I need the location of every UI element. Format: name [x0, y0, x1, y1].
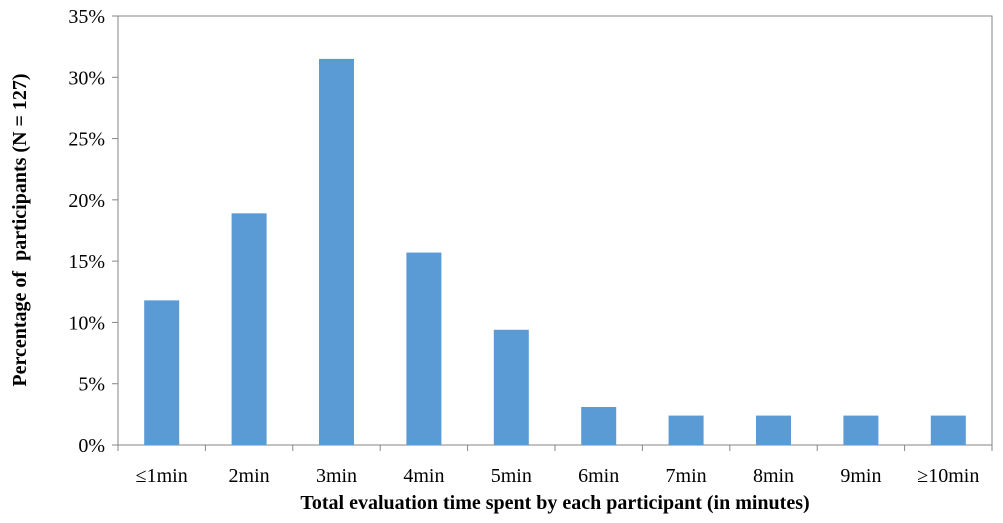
x-tick-label: 3min — [316, 465, 357, 487]
bars-group — [144, 58, 966, 446]
x-tick-label: 8min — [753, 465, 794, 487]
y-tick-label: 5% — [78, 374, 105, 396]
x-tick-label: 2min — [229, 465, 270, 487]
y-tick-label: 35% — [68, 6, 105, 28]
y-tick-label: 20% — [68, 190, 105, 212]
x-tick-label: 6min — [578, 465, 619, 487]
x-tick-label: 4min — [403, 465, 444, 487]
x-tick-label: 9min — [840, 465, 881, 487]
bar — [406, 252, 442, 445]
y-tick-label: 30% — [68, 67, 105, 89]
bar — [231, 213, 267, 445]
x-tick-label: ≤1min — [136, 465, 188, 487]
y-axis-title: Percentage of participants (N = 127) — [9, 73, 31, 386]
y-tick-label: 15% — [68, 251, 105, 273]
bar — [144, 300, 180, 445]
x-tick-label: ≥10min — [917, 465, 979, 487]
x-axis — [117, 445, 993, 451]
x-tick-labels: ≤1min 2min 3min 4min 5min 6min 7min 8min 9min ≥10… — [136, 465, 980, 487]
x-tick-label: 7min — [666, 465, 707, 487]
bar — [319, 58, 354, 446]
y-tick-label: 10% — [68, 312, 105, 334]
bar — [493, 329, 529, 445]
bar — [843, 415, 879, 445]
bar — [581, 407, 617, 445]
y-tick-label: 25% — [68, 129, 105, 151]
x-tick-label: 5min — [491, 465, 532, 487]
bar — [756, 415, 791, 445]
y-tick-labels: 0% 5% 10% 15% 20% 25% 30% 35% — [68, 6, 105, 457]
y-axis — [112, 15, 118, 446]
bar — [930, 415, 966, 445]
y-tick-label: 0% — [78, 435, 105, 457]
bar — [668, 415, 704, 445]
x-axis-title: Total evaluation time spent by each part… — [300, 492, 809, 514]
